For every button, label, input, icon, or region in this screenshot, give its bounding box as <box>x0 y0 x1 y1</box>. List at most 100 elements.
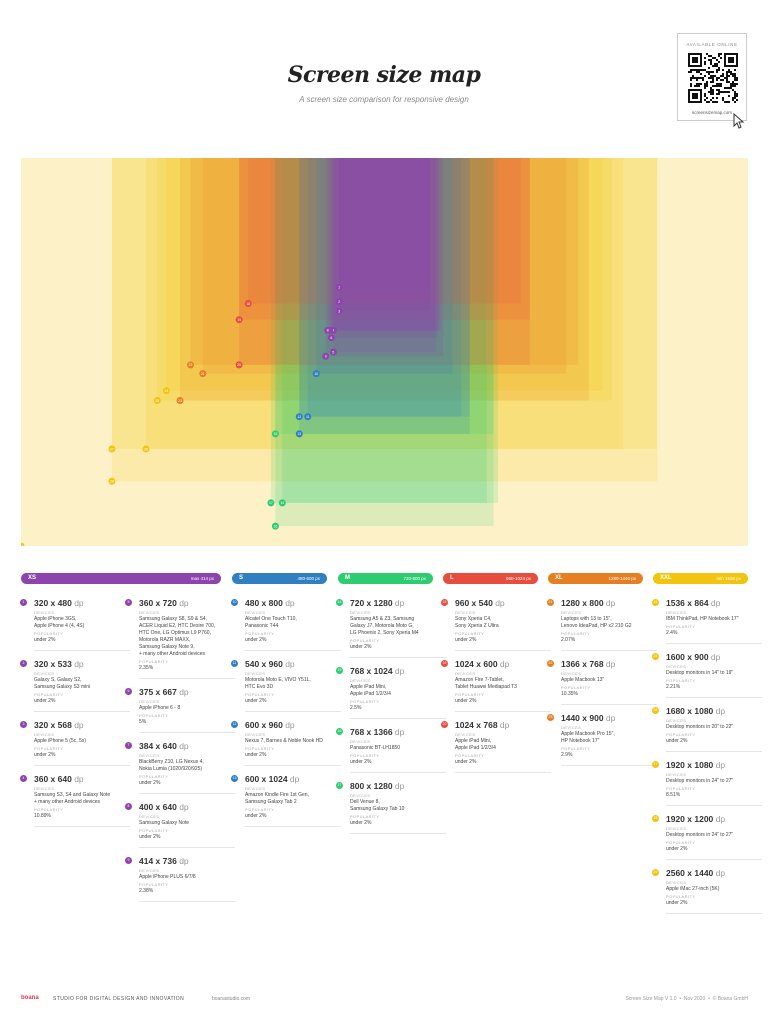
map-marker-dot <box>312 370 320 378</box>
size-entry-17[interactable]: 17 800 x 1280 dp DEVICES Dell Venue 8, Samsu… <box>336 780 446 834</box>
map-marker-27[interactable]: 27 <box>108 445 116 453</box>
map-marker-label: 16 <box>273 524 277 528</box>
device-name: Samsung Galaxy Note <box>139 820 190 826</box>
map-marker-dot <box>21 542 25 546</box>
size-entry-27[interactable]: 27 1920 x 1080 dp DEVICES Desktop monitors … <box>652 759 762 806</box>
size-entry-18[interactable]: 18 960 x 540 dp DEVICES Sony Xperia C4, Sony… <box>441 597 551 651</box>
size-entry-25[interactable]: 25 1600 x 900 dp DEVICES Desktop monitors i… <box>652 651 762 698</box>
map-marker-1[interactable]: 1 <box>335 283 343 291</box>
resolution-unit: dp <box>74 774 84 784</box>
map-marker-13[interactable]: 13 <box>295 430 303 438</box>
page-title: Screen size map <box>287 62 481 88</box>
size-entry-7[interactable]: 7 384 x 640 dp DEVICES BlackBerry Z10, LG N… <box>125 740 235 794</box>
size-entry-24[interactable]: 24 1536 x 864 dp DEVICES IBM ThinkPad, HP N… <box>652 597 762 644</box>
map-marker-17[interactable]: 17 <box>267 499 275 507</box>
entry-resolution: 384 x 640 dp <box>139 740 235 752</box>
device-name: HTC One, LG Optimus L9 P760, <box>139 630 211 636</box>
map-marker-22[interactable]: 22 <box>187 361 194 369</box>
map-marker-18[interactable]: 18 <box>244 300 252 307</box>
entry-number-badge: 15 <box>336 667 343 674</box>
resolution-value: 1920 x 1200 <box>666 814 716 824</box>
map-marker-dot <box>327 334 335 342</box>
popularity-value: 10.35% <box>561 691 578 697</box>
entry-resolution: 600 x 1024 dp <box>245 773 341 785</box>
size-entry-23[interactable]: 23 1440 x 900 dp DEVICES Apple Macbook Pro … <box>547 712 657 766</box>
size-entry-3[interactable]: 3 320 x 568 dp DEVICES Apple iPhone 5 (5c, … <box>20 719 130 766</box>
map-marker-2[interactable]: 2 <box>335 298 343 306</box>
map-marker-dot <box>271 430 279 438</box>
popularity-label: POPULARITY <box>139 713 169 718</box>
devices-label: DEVICES <box>561 725 582 730</box>
brand-logo[interactable]: boana <box>21 995 39 1001</box>
size-entry-16[interactable]: 16 768 x 1366 dp DEVICES Panasonic BT-LH185… <box>336 726 446 773</box>
size-entry-22[interactable]: 22 1366 x 768 dp DEVICES Apple Macbook 13" P… <box>547 658 657 705</box>
map-marker-20[interactable]: 20 <box>235 361 243 369</box>
size-entry-12[interactable]: 12 600 x 960 dp DEVICES Nexus 7, Barnes & N… <box>231 719 341 766</box>
category-label: S <box>239 575 244 581</box>
map-marker-26[interactable]: 26 <box>142 445 150 453</box>
size-entry-9[interactable]: 9 414 x 736 dp DEVICES Apple iPhone PLUS 6/… <box>125 855 235 902</box>
map-marker-14[interactable]: 14 <box>278 499 286 507</box>
device-name: Sony Xperia Z Ultra <box>455 623 499 629</box>
size-entry-21[interactable]: 21 1280 x 800 dp DEVICES Laptops with 13 to… <box>547 597 657 651</box>
entry-resolution: 375 x 667 dp <box>139 686 235 698</box>
device-name: Nokia Lumia (1020/920/925) <box>139 766 203 772</box>
device-name: IBM ThinkPad, HP Notebook 17" <box>666 616 739 622</box>
map-marker-12[interactable]: 12 <box>295 413 303 421</box>
size-entry-10[interactable]: 10 480 x 800 dp DEVICES Alcatel One Touch T… <box>231 597 341 651</box>
size-entry-13[interactable]: 13 600 x 1024 dp DEVICES Amazon Kindle Fire… <box>231 773 341 827</box>
map-marker-label: 2 <box>338 300 340 304</box>
size-entry-1[interactable]: 1 320 x 480 dp DEVICES Apple iPhone 3GS, App… <box>20 597 130 651</box>
map-marker-28[interactable]: 28 <box>108 477 116 485</box>
map-marker-label: 23 <box>178 399 182 403</box>
size-entry-19[interactable]: 19 1024 x 600 dp DEVICES Amazon Fire 7-Tabl… <box>441 658 551 712</box>
size-entry-28[interactable]: 28 1920 x 1200 dp DEVICES Desktop monitors … <box>652 813 762 860</box>
map-marker-3[interactable]: 3 <box>335 307 343 315</box>
map-marker-11[interactable]: 11 <box>304 413 312 421</box>
size-entry-2[interactable]: 2 320 x 533 dp DEVICES Galaxy S, Galaxy S2,… <box>20 658 130 712</box>
size-entry-26[interactable]: 26 1680 x 1080 dp DEVICES Desktop monitors … <box>652 705 762 752</box>
entry-number-badge: 24 <box>652 599 659 606</box>
screen-rect-24 <box>166 158 603 391</box>
size-entry-20[interactable]: 20 1024 x 768 dp DEVICES Apple iPad Mini, Ap… <box>441 719 551 773</box>
qr-card[interactable]: AVAILABLE ONLINE screensizemap.com <box>677 33 747 121</box>
map-marker-25[interactable]: 25 <box>153 397 161 404</box>
size-entry-6[interactable]: 6 375 x 667 dp DEVICES Apple iPhone 6 - 8 PO… <box>125 686 235 733</box>
popularity-value: under 2% <box>455 637 477 643</box>
size-entry-5[interactable]: 5 360 x 720 dp DEVICES Samsung Galaxy S8, S… <box>125 597 235 679</box>
popularity-label: POPULARITY <box>350 638 380 643</box>
resolution-unit: dp <box>715 868 726 878</box>
qr-url[interactable]: screensizemap.com <box>691 110 732 115</box>
entry-resolution: 1600 x 900 dp <box>666 651 762 663</box>
entry-number-badge: 8 <box>125 803 132 810</box>
map-marker-8[interactable]: 8 <box>324 326 332 334</box>
map-marker-24[interactable]: 24 <box>162 387 170 395</box>
map-marker-16[interactable]: 16 <box>271 522 279 530</box>
device-name: LG Phoenix 2, Sony Xperia M4 <box>350 630 419 636</box>
map-marker-label: 15 <box>273 432 277 436</box>
size-entry-29[interactable]: 29 2560 x 1440 dp DEVICES Apple iMac 27-inc… <box>652 867 762 914</box>
screen-rect-29 <box>21 158 748 546</box>
map-marker-9[interactable]: 9 <box>322 352 330 360</box>
map-marker-19[interactable]: 19 <box>235 316 243 324</box>
entry-resolution: 1920 x 1200 dp <box>666 813 762 825</box>
screen-rect-18 <box>248 158 521 304</box>
devices-label: DEVICES <box>666 610 687 615</box>
page-subtitle: A screen size comparison for responsive … <box>299 95 469 104</box>
map-marker-5[interactable]: 5 <box>329 348 337 356</box>
map-marker-23[interactable]: 23 <box>176 397 184 404</box>
popularity-value: 10.89% <box>34 813 51 819</box>
map-marker-29[interactable]: 29 <box>21 542 25 547</box>
map-marker-10[interactable]: 10 <box>312 370 320 378</box>
popularity-value: under 2% <box>139 780 161 786</box>
map-marker-15[interactable]: 15 <box>271 430 279 438</box>
size-entry-8[interactable]: 8 400 x 640 dp DEVICES Samsung Galaxy Note P… <box>125 801 235 848</box>
footer-site-link[interactable]: boanastudio.com <box>212 996 251 1002</box>
size-entry-11[interactable]: 11 540 x 960 dp DEVICES Motorola Moto E, VI… <box>231 658 341 712</box>
map-marker-21[interactable]: 21 <box>199 370 207 378</box>
map-marker-6[interactable]: 6 <box>327 334 335 342</box>
size-entry-4[interactable]: 4 360 x 640 dp DEVICES Samsung S3, S4 and G… <box>20 773 130 827</box>
screen-size-map: 1234567891011121314151617181920212223242… <box>21 158 748 546</box>
size-entry-14[interactable]: 14 720 x 1280 dp DEVICES Samsung A5 & Z3, S… <box>336 597 446 658</box>
size-entry-15[interactable]: 15 768 x 1024 dp DEVICES Apple iPad Mini, Ap… <box>336 665 446 719</box>
